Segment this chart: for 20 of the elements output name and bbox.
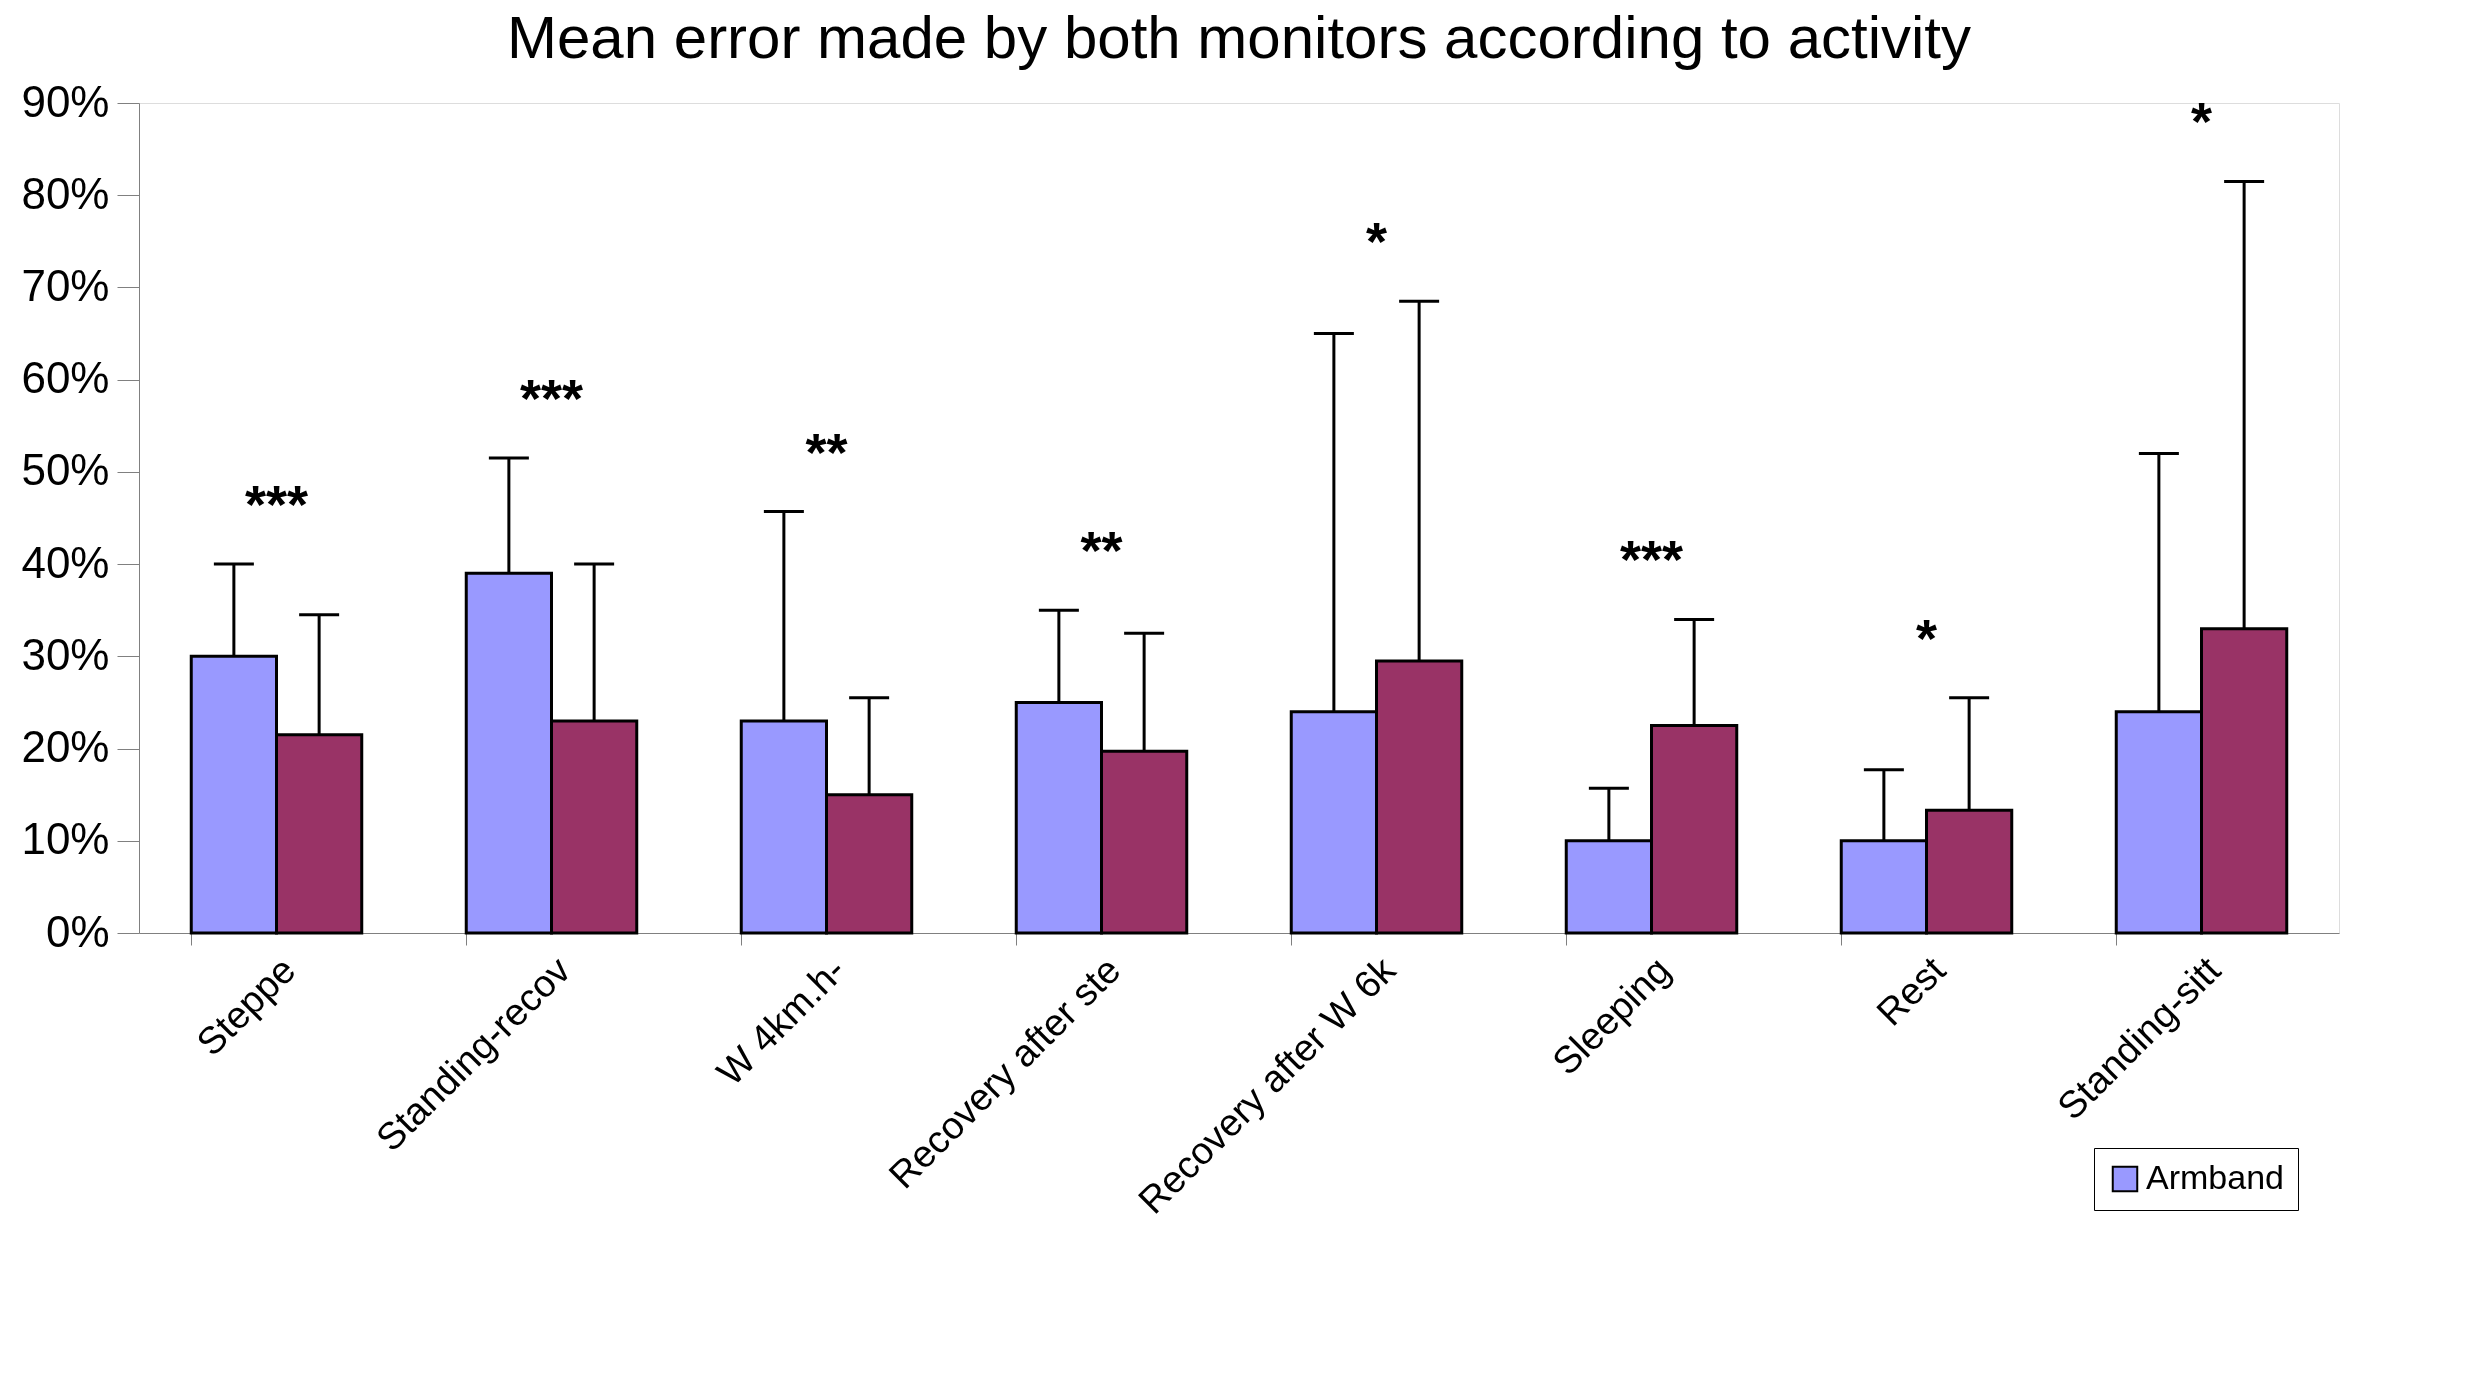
y-tick-label: 50% xyxy=(21,445,110,495)
y-tick-label: 80% xyxy=(21,168,110,218)
annotation: * xyxy=(1915,607,1938,668)
y-tick-label: 90% xyxy=(21,76,110,126)
y-tick-label: 30% xyxy=(21,629,110,679)
annotation: ** xyxy=(1080,520,1123,581)
annotation: *** xyxy=(244,474,309,535)
annotation: *** xyxy=(519,368,584,429)
y-tick-label: 10% xyxy=(21,814,110,864)
legend-label: Armband xyxy=(2146,1158,2284,1196)
annotation: ** xyxy=(805,421,848,482)
y-tick-label: 0% xyxy=(45,906,110,956)
chart-title: Mean error made by both monitors according to activity xyxy=(507,4,1971,71)
annotation: * xyxy=(1365,211,1388,272)
annotation: * xyxy=(2190,91,2213,152)
y-tick-label: 40% xyxy=(21,537,110,587)
y-tick-label: 60% xyxy=(21,353,110,403)
y-tick-label: 70% xyxy=(21,260,110,310)
annotation: *** xyxy=(1619,529,1684,590)
y-tick-label: 20% xyxy=(21,722,110,772)
